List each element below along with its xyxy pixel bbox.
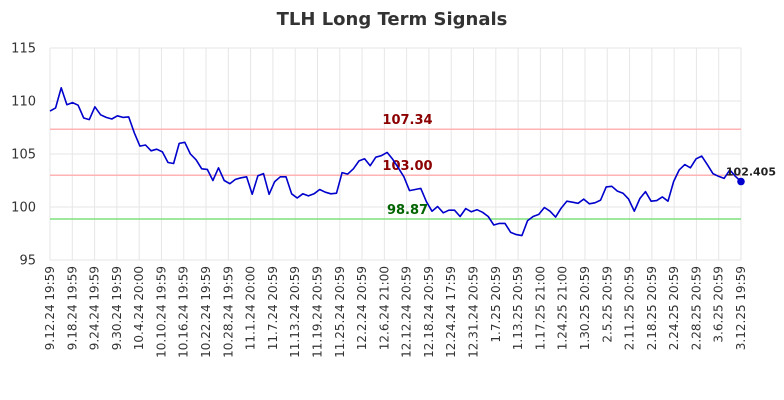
x-tick-label: 12.31.24 20:59 xyxy=(467,266,481,358)
x-tick-label: 3.6.25 20:59 xyxy=(712,266,726,343)
last-point-label: 102.405 xyxy=(726,166,776,179)
x-tick-label: 2.24.25 20:59 xyxy=(667,266,681,350)
x-tick-label: 11.7.24 20:59 xyxy=(266,266,280,350)
grid xyxy=(49,47,742,261)
x-tick-label: 1.7.25 20:59 xyxy=(489,266,503,343)
x-tick-label: 11.19.24 20:59 xyxy=(310,266,324,358)
x-tick-label: 12.2.24 20:59 xyxy=(355,266,369,350)
chart-title: TLH Long Term Signals xyxy=(277,9,508,30)
x-tick-label: 12.18.24 20:59 xyxy=(422,266,436,358)
x-tick-label: 10.16.24 19:59 xyxy=(177,266,191,358)
y-tick-label: 105 xyxy=(11,148,36,163)
x-tick-label: 9.24.24 19:59 xyxy=(88,266,102,350)
x-tick-label: 1.30.25 20:59 xyxy=(578,266,592,350)
x-tick-label: 10.22.24 19:59 xyxy=(199,266,213,358)
x-tick-label: 11.25.24 20:59 xyxy=(333,266,347,358)
series-layer: 102.405 xyxy=(49,87,776,237)
x-tick-label: 12.24.24 17:59 xyxy=(444,266,458,358)
reference-line-label: 103.00 xyxy=(382,159,432,174)
x-tick-label: 2.18.25 20:59 xyxy=(645,266,659,350)
reference-line-label: 98.87 xyxy=(387,203,428,218)
x-tick-label: 9.12.24 19:59 xyxy=(43,266,57,350)
x-tick-label: 1.13.25 20:59 xyxy=(511,266,525,350)
x-tick-label: 2.28.25 20:59 xyxy=(689,266,703,350)
x-tick-label: 2.5.25 20:59 xyxy=(600,266,614,343)
axes: 95 100 105 110 115 9.12.24 19:59 9.18.24 19:59… xyxy=(11,42,748,358)
y-tick-label: 100 xyxy=(11,201,36,216)
x-tick-label: 1.24.25 21:00 xyxy=(556,266,570,350)
x-tick-label: 9.18.24 19:59 xyxy=(65,266,79,350)
x-tick-label: 12.6.24 21:00 xyxy=(377,266,391,350)
x-tick-label: 1.17.25 21:00 xyxy=(533,266,547,350)
y-tick-label: 95 xyxy=(19,254,36,269)
x-tick-label: 3.12.25 19:59 xyxy=(734,266,748,350)
y-tick-label: 110 xyxy=(11,95,36,110)
x-tick-label: 9.30.24 19:59 xyxy=(110,266,124,350)
series-line xyxy=(49,87,742,237)
x-tick-label: 10.10.24 19:59 xyxy=(154,266,168,358)
reference-line-label: 107.34 xyxy=(382,113,432,128)
x-tick-label: 11.1.24 20:00 xyxy=(244,266,258,350)
x-tick-label: 10.28.24 19:59 xyxy=(221,266,235,358)
x-tick-label: 12.12.24 20:59 xyxy=(400,266,414,358)
x-tick-label: 2.11.25 20:59 xyxy=(623,266,637,350)
last-point-marker xyxy=(737,177,745,186)
y-tick-label: 115 xyxy=(11,42,36,57)
x-tick-label: 10.4.24 20:00 xyxy=(132,266,146,350)
x-tick-label: 11.13.24 20:59 xyxy=(288,266,302,358)
